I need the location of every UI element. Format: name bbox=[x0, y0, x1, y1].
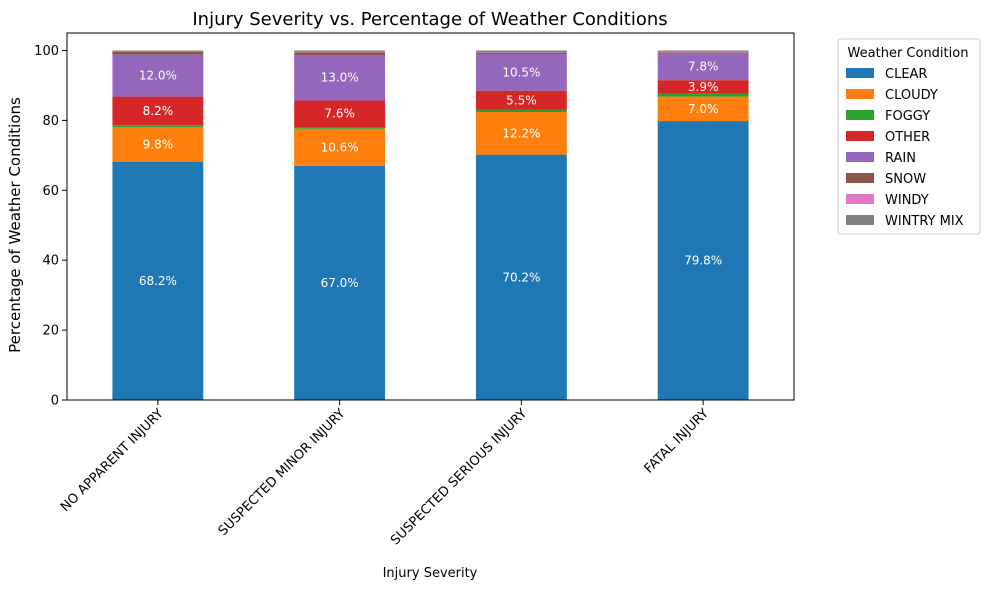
bar-segment-cloudy bbox=[294, 128, 386, 166]
data-label: 9.8% bbox=[143, 137, 174, 151]
data-label: 7.0% bbox=[688, 102, 719, 116]
bar-segment-other bbox=[294, 100, 386, 128]
axes-frame bbox=[66, 32, 795, 401]
bar-segment-windy bbox=[294, 51, 386, 53]
bar-segment-foggy bbox=[112, 125, 204, 128]
legend-entry: SNOW bbox=[885, 172, 926, 187]
bar-segment-wintry-mix bbox=[112, 50, 204, 52]
y-tick-label: 40 bbox=[42, 254, 59, 269]
bar-segment-foggy bbox=[475, 109, 567, 112]
bar-segment-clear bbox=[657, 121, 749, 400]
x-tick-label: FATAL INJURY bbox=[642, 406, 712, 476]
data-label: 10.6% bbox=[321, 140, 359, 154]
bar-segment-other bbox=[112, 96, 204, 126]
legend-swatch bbox=[846, 68, 874, 78]
bar-segment-rain bbox=[112, 54, 204, 97]
bar-segment-foggy bbox=[657, 93, 749, 97]
legend-frame bbox=[837, 38, 981, 235]
x-tick-label: NO APPARENT INJURY bbox=[58, 406, 167, 515]
data-label: 7.8% bbox=[688, 60, 719, 74]
bar-segment-snow bbox=[294, 52, 386, 56]
legend-swatch bbox=[846, 131, 874, 141]
bar-segment-wintry-mix bbox=[475, 50, 567, 53]
bar-segment-wintry-mix bbox=[657, 50, 749, 52]
data-label: 68.2% bbox=[139, 274, 177, 288]
y-tick-label: 0 bbox=[51, 394, 59, 409]
chart-title: Injury Severity vs. Percentage of Weathe… bbox=[192, 9, 667, 30]
legend-swatch bbox=[846, 152, 874, 162]
bar-segment-rain bbox=[657, 52, 749, 81]
bar-segment-rain bbox=[475, 53, 567, 91]
bar-segment-snow bbox=[112, 51, 204, 55]
data-label: 67.0% bbox=[321, 276, 359, 290]
legend-swatch bbox=[846, 194, 874, 204]
legend-entry: FOGGY bbox=[885, 109, 930, 124]
bar-segment-clear bbox=[112, 161, 204, 400]
y-tick-label: 60 bbox=[42, 184, 59, 199]
y-tick-label: 20 bbox=[42, 324, 59, 339]
bar-segment-cloudy bbox=[657, 96, 749, 122]
legend-entry: CLEAR bbox=[885, 67, 927, 82]
legend-entry: WINTRY MIX bbox=[885, 214, 964, 229]
legend-entry: RAIN bbox=[885, 151, 916, 166]
bar-segment-rain bbox=[294, 55, 386, 101]
legend-entry: WINDY bbox=[885, 193, 929, 208]
x-tick-label: SUSPECTED SERIOUS INJURY bbox=[388, 406, 530, 548]
bar-segment-other bbox=[657, 80, 749, 94]
y-axis-label: Percentage of Weather Conditions bbox=[6, 97, 24, 353]
data-label: 12.2% bbox=[502, 126, 540, 140]
x-tick-label: SUSPECTED MINOR INJURY bbox=[216, 406, 349, 539]
data-label: 5.5% bbox=[506, 93, 537, 107]
data-label: 3.9% bbox=[688, 80, 719, 94]
bar-segment-other bbox=[475, 90, 567, 110]
data-label: 10.5% bbox=[502, 65, 540, 79]
legend-swatch bbox=[846, 110, 874, 120]
legend-swatch bbox=[846, 89, 874, 99]
y-tick-label: 80 bbox=[42, 114, 59, 129]
bar-segment-wintry-mix bbox=[294, 50, 386, 52]
bar-segment-clear bbox=[475, 154, 567, 400]
bar-segment-foggy bbox=[294, 127, 386, 129]
bar-segment-snow bbox=[475, 52, 567, 54]
data-label: 13.0% bbox=[321, 71, 359, 85]
data-label: 8.2% bbox=[143, 104, 174, 118]
y-tick-label: 100 bbox=[34, 44, 59, 59]
data-label: 79.8% bbox=[684, 254, 722, 268]
plot-area: 68.2% 9.8% 8.2% 12.0% 67.0% 10.6% 7.6% 13.0% 70.… bbox=[34, 32, 795, 548]
legend-swatch bbox=[846, 173, 874, 183]
bar-segment-cloudy bbox=[112, 127, 204, 162]
legend: Weather Condition CLEAR CLOUDY FOGGY OTHER R… bbox=[837, 38, 981, 235]
legend-title: Weather Condition bbox=[848, 46, 969, 61]
bar-segment-snow bbox=[657, 52, 749, 53]
data-label: 12.0% bbox=[139, 69, 177, 83]
legend-entry: OTHER bbox=[885, 130, 930, 145]
bar-segment-clear bbox=[294, 165, 386, 400]
legend-swatch bbox=[846, 215, 874, 225]
x-axis-label: Injury Severity bbox=[383, 566, 478, 581]
bar-segment-cloudy bbox=[475, 111, 567, 155]
legend-entry: CLOUDY bbox=[885, 88, 938, 103]
data-label: 70.2% bbox=[502, 270, 540, 284]
data-label: 7.6% bbox=[324, 107, 355, 121]
